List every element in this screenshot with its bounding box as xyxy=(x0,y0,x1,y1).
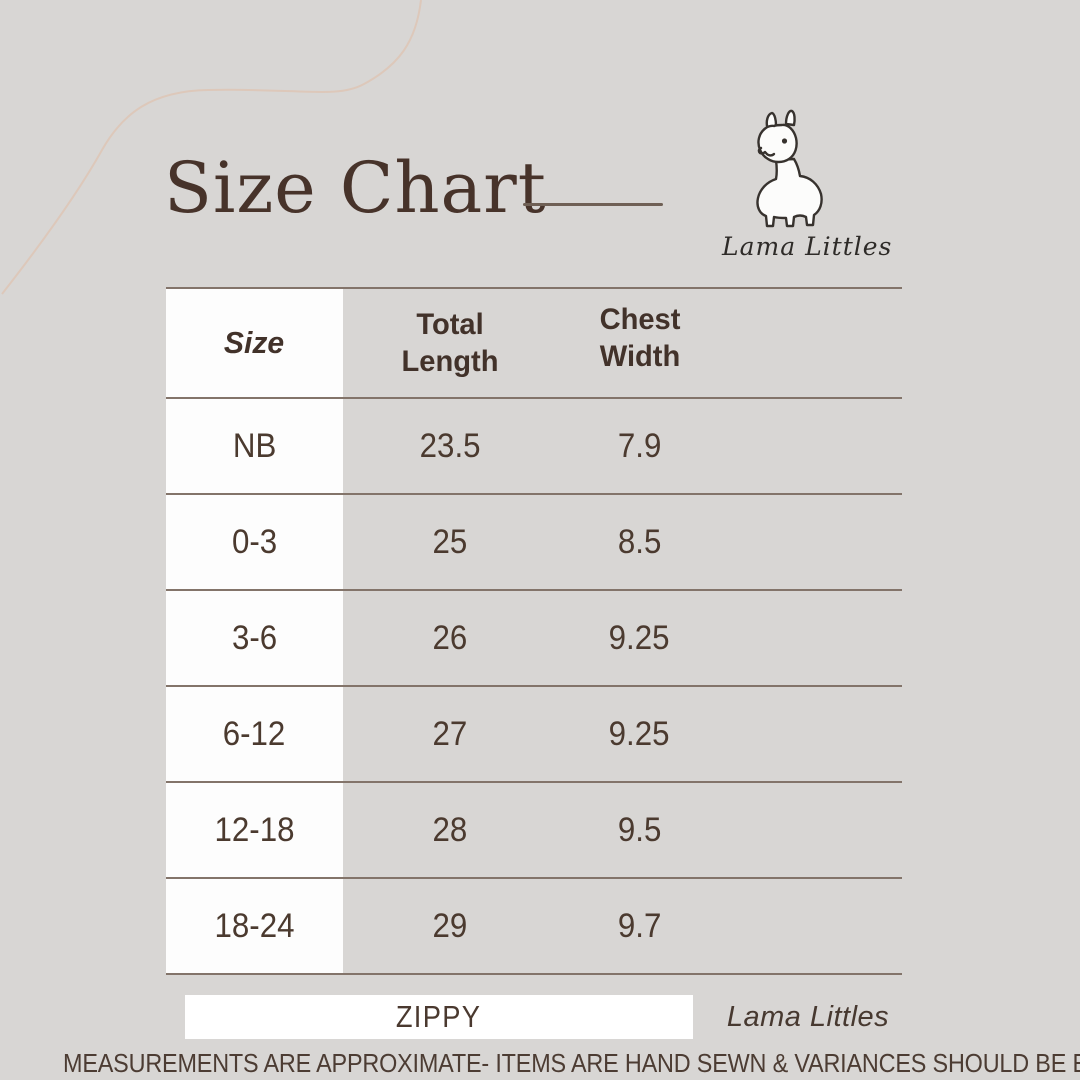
table-row: 6-12 27 9.25 xyxy=(166,685,902,781)
table-row: 3-6 26 9.25 xyxy=(166,589,902,685)
size-cell: 0-3 xyxy=(166,495,343,589)
total-length-cell: 27 xyxy=(432,714,468,753)
table-row: NB 23.5 7.9 xyxy=(166,397,902,493)
table-row: 0-3 25 8.5 xyxy=(166,493,902,589)
chest-width-cell: 9.5 xyxy=(617,810,662,849)
brand-name-text: Lama Littles xyxy=(726,1000,890,1033)
header-chest-width: Chest Width xyxy=(599,302,680,374)
chest-width-cell: 9.25 xyxy=(609,618,670,657)
total-length-cell: 23.5 xyxy=(419,426,481,465)
table-row: 12-18 28 9.5 xyxy=(166,781,902,877)
page-title: Size Chart xyxy=(164,147,547,229)
product-name-bar: ZIPPY xyxy=(185,995,693,1039)
header-total-length: Total Length xyxy=(401,307,499,379)
total-length-cell: 26 xyxy=(432,618,468,657)
logo-caption: Lama Littles xyxy=(722,232,893,261)
total-length-cell: 29 xyxy=(432,906,468,945)
table-row: 18-24 29 9.7 xyxy=(166,877,902,973)
table-header-row: Size Total Length Chest Width xyxy=(166,287,902,397)
disclaimer-text: MEASUREMENTS ARE APPROXIMATE- ITEMS ARE … xyxy=(63,1048,1080,1078)
brand-logo: Lama Littles xyxy=(722,108,893,261)
total-length-cell: 25 xyxy=(432,522,468,561)
size-cell: 12-18 xyxy=(166,783,343,877)
chest-width-cell: 9.7 xyxy=(617,906,662,945)
total-length-cell: 28 xyxy=(432,810,468,849)
size-cell: 3-6 xyxy=(166,591,343,685)
size-cell: 6-12 xyxy=(166,687,343,781)
title-dash-line xyxy=(523,203,663,206)
chest-width-cell: 9.25 xyxy=(609,714,670,753)
header-size: Size xyxy=(166,289,343,397)
size-table: Size Total Length Chest Width NB 23.5 7.… xyxy=(166,287,902,975)
chest-width-cell: 8.5 xyxy=(617,522,662,561)
size-cell: 18-24 xyxy=(166,879,343,973)
size-cell: NB xyxy=(166,399,343,493)
chest-width-cell: 7.9 xyxy=(617,426,662,465)
product-name-label: ZIPPY xyxy=(396,999,482,1034)
alpaca-icon xyxy=(756,109,823,228)
